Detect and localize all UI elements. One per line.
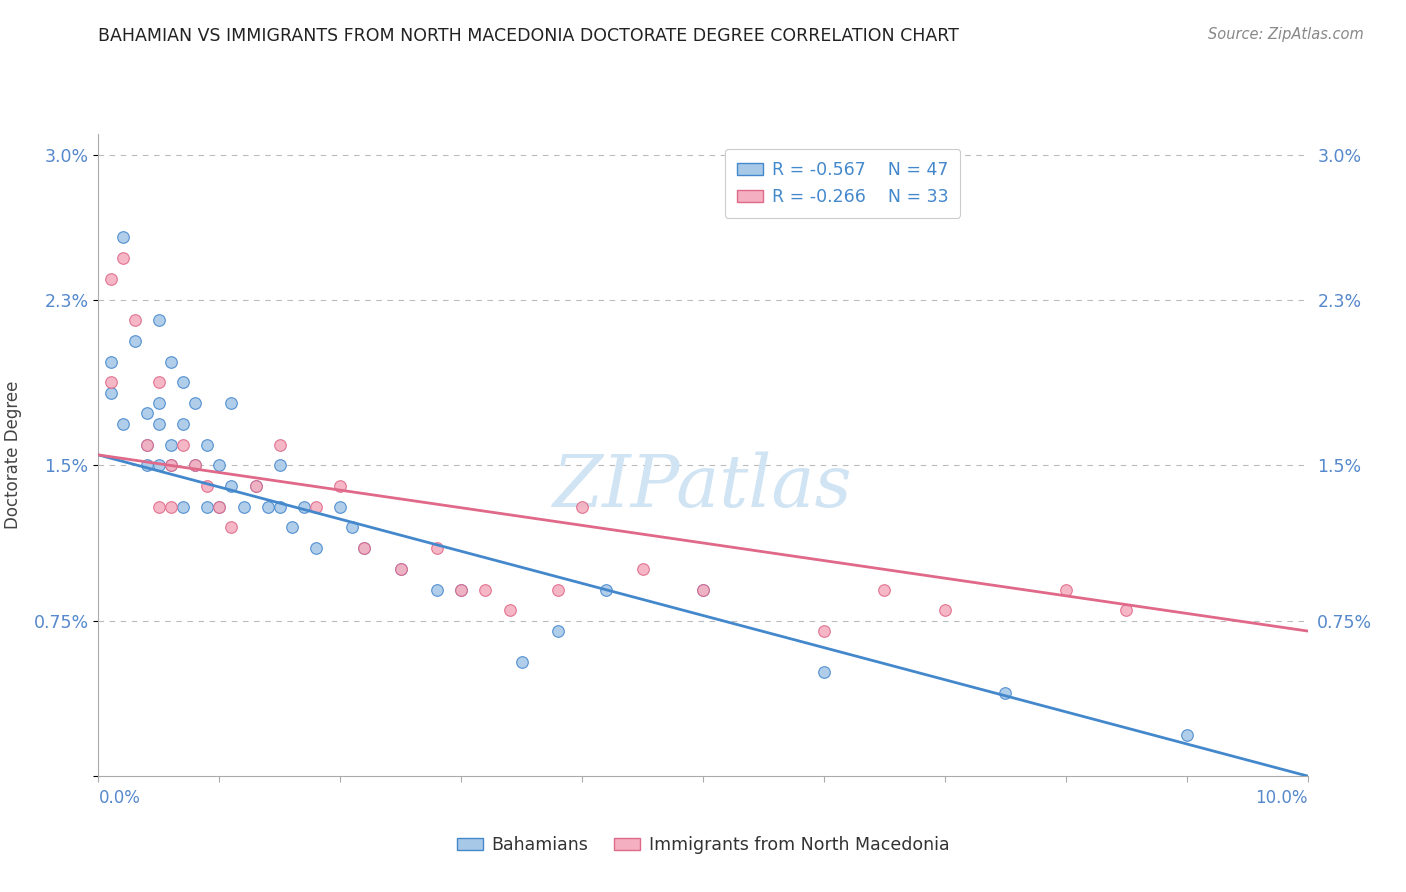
Point [184,458,207,473]
Point [232,500,254,514]
Point [256,500,278,514]
Point [135,407,157,421]
Point [692,582,714,597]
Point [148,417,170,431]
Point [172,376,194,390]
Legend: R = -0.567    N = 47, R = -0.266    N = 33: R = -0.567 N = 47, R = -0.266 N = 33 [724,149,960,218]
Point [329,500,352,514]
Point [148,458,170,473]
Point [195,479,218,493]
Point [450,582,472,597]
Point [124,313,146,327]
Text: 0.0%: 0.0% [98,789,141,807]
Point [571,500,593,514]
Point [269,500,291,514]
Point [1054,582,1077,597]
Point [221,396,243,410]
Point [813,665,835,680]
Point [148,313,170,327]
Point [148,396,170,410]
Point [510,655,533,669]
Point [269,437,291,451]
Point [208,458,231,473]
Point [100,272,122,286]
Point [172,417,194,431]
Text: ZIPatlas: ZIPatlas [553,451,853,523]
Point [245,479,267,493]
Point [124,334,146,348]
Point [692,582,714,597]
Point [221,520,243,534]
Point [195,437,218,451]
Point [172,500,194,514]
Point [595,582,617,597]
Legend: Bahamians, Immigrants from North Macedonia: Bahamians, Immigrants from North Macedon… [450,830,956,861]
Point [269,458,291,473]
Point [631,562,654,576]
Point [389,562,412,576]
Point [292,500,315,514]
Point [1115,603,1137,617]
Point [281,520,304,534]
Point [100,354,122,368]
Point [111,230,134,244]
Point [184,396,207,410]
Point [135,458,157,473]
Point [994,686,1017,700]
Point [100,376,122,390]
Point [148,376,170,390]
Point [172,437,194,451]
Point [1175,728,1198,742]
Point [245,479,267,493]
Point [426,582,449,597]
Point [474,582,496,597]
Point [426,541,449,556]
Point [389,562,412,576]
Point [873,582,896,597]
Point [353,541,375,556]
Point [184,458,207,473]
Point [100,385,122,400]
Point [160,458,183,473]
Point [160,500,183,514]
Point [305,500,328,514]
Point [547,582,569,597]
Point [934,603,956,617]
Point [329,479,352,493]
Point [208,500,231,514]
Point [498,603,520,617]
Point [342,520,364,534]
Point [135,437,157,451]
Point [813,624,835,638]
Point [111,417,134,431]
Y-axis label: Doctorate Degree: Doctorate Degree [4,381,22,529]
Point [160,437,183,451]
Point [160,458,183,473]
Point [450,582,472,597]
Point [547,624,569,638]
Point [111,251,134,265]
Point [148,500,170,514]
Point [160,354,183,368]
Point [305,541,328,556]
Text: Source: ZipAtlas.com: Source: ZipAtlas.com [1208,27,1364,42]
Text: 10.0%: 10.0% [1256,789,1308,807]
Point [353,541,375,556]
Point [135,437,157,451]
Point [208,500,231,514]
Point [195,500,218,514]
Point [221,479,243,493]
Text: BAHAMIAN VS IMMIGRANTS FROM NORTH MACEDONIA DOCTORATE DEGREE CORRELATION CHART: BAHAMIAN VS IMMIGRANTS FROM NORTH MACEDO… [98,27,959,45]
